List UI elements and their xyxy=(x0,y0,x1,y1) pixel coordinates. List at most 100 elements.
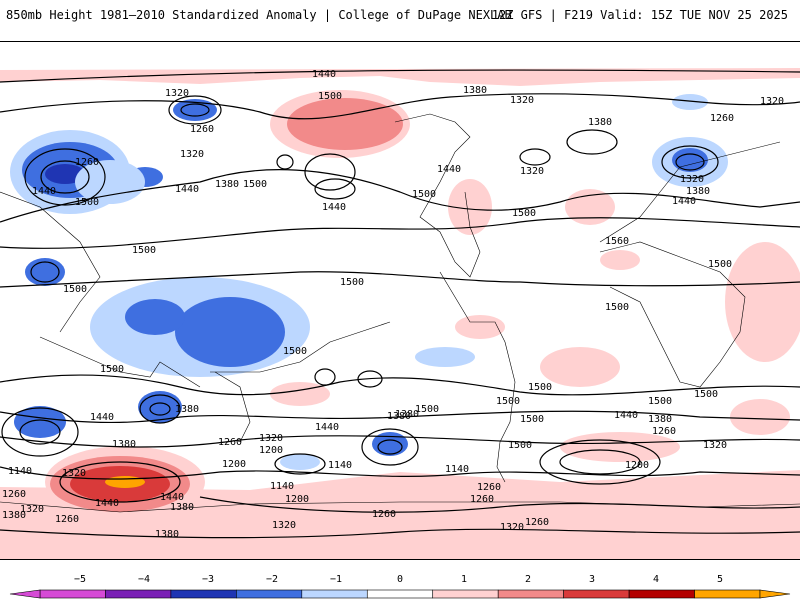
height-contour xyxy=(199,496,800,513)
contour-label: 1440 xyxy=(90,412,114,423)
positive-anomaly-area xyxy=(287,98,403,150)
height-contour xyxy=(519,148,551,166)
colorbar-segment xyxy=(39,589,106,599)
contour-label: 1380 xyxy=(686,186,710,197)
contour-label: 1260 xyxy=(190,124,214,135)
anomaly-map: 1440 1500 1380 1320 1320 1380 1320 1260 … xyxy=(0,68,800,559)
height-contour xyxy=(19,419,61,445)
contour-label: 1500 xyxy=(63,284,87,295)
height-contour xyxy=(0,528,800,539)
colorbar xyxy=(9,589,791,599)
contour-label: 1440 xyxy=(322,202,346,213)
positive-anomaly-area xyxy=(540,347,620,387)
contour-label: 1380 xyxy=(588,117,612,128)
height-contour xyxy=(149,402,171,416)
coastline xyxy=(210,321,391,373)
contour-label: 1320 xyxy=(20,504,44,515)
colorbar-tick-label: 3 xyxy=(588,574,596,585)
height-contour xyxy=(0,271,800,288)
colorbar-segment xyxy=(236,589,303,599)
colorbar-tick-label: 0 xyxy=(396,574,404,585)
contour-label: 1500 xyxy=(648,396,672,407)
negative-anomaly-area xyxy=(14,406,66,438)
contour-label: 1500 xyxy=(283,346,307,357)
colorbar-right-arrow xyxy=(759,589,791,599)
height-contour xyxy=(139,394,181,424)
header: 850mb Height 1981–2010 Standardized Anom… xyxy=(0,0,800,30)
contour-label: 1500 xyxy=(694,389,718,400)
colorbar-legend: −5 −4 −3 −2 −1 0 1 2 3 4 5 xyxy=(0,560,800,600)
contour-label: 1320 xyxy=(500,522,524,533)
contour-label: 1260 xyxy=(55,514,79,525)
contour-label: 1320 xyxy=(510,95,534,106)
colorbar-segment xyxy=(170,589,237,599)
height-contour xyxy=(0,93,800,120)
colorbar-tick-label: 2 xyxy=(524,574,532,585)
contour-label: 1140 xyxy=(8,466,32,477)
positive-anomaly-area xyxy=(448,179,492,235)
negative-anomaly-area xyxy=(75,160,145,204)
contour-label: 1560 xyxy=(605,236,629,247)
negative-anomaly-area xyxy=(175,297,285,367)
colorbar-segment xyxy=(366,589,434,599)
contour-label: 1320 xyxy=(680,174,704,185)
contour-label: 1500 xyxy=(708,259,732,270)
coastline xyxy=(599,141,781,243)
positive-anomaly-area xyxy=(565,189,615,225)
positive-anomaly-area xyxy=(270,382,330,406)
colorbar-tick-label: −5 xyxy=(73,574,87,585)
contour-label: 1140 xyxy=(328,460,352,471)
contour-label: 1140 xyxy=(270,481,294,492)
height-contour xyxy=(661,145,719,179)
positive-anomaly-area xyxy=(600,250,640,270)
contour-label: 1320 xyxy=(760,96,784,107)
model-run-info: 12Z GFS | F219 Valid: 15Z TUE NOV 25 202… xyxy=(491,8,788,22)
contour-label: 1380 xyxy=(648,414,672,425)
contour-label: 1500 xyxy=(243,179,267,190)
height-contour xyxy=(0,169,800,223)
colorbar-tick-label: 5 xyxy=(716,574,724,585)
map-panel: 1440 1500 1380 1320 1320 1380 1320 1260 … xyxy=(0,41,800,560)
height-contour xyxy=(0,410,800,424)
contour-label: 1320 xyxy=(165,88,189,99)
contour-label: 1260 xyxy=(2,489,26,500)
contour-label: 1500 xyxy=(512,208,536,219)
height-contour xyxy=(539,439,661,485)
height-contour xyxy=(377,439,403,455)
positive-anomaly-area xyxy=(0,68,800,86)
contour-label: 1380 xyxy=(463,85,487,96)
colorbar-tick-label: 4 xyxy=(652,574,660,585)
height-contour xyxy=(566,129,618,155)
height-contours xyxy=(0,69,800,539)
coastline xyxy=(0,191,101,333)
positive-anomaly-area xyxy=(455,315,505,339)
height-contour xyxy=(0,466,800,480)
contour-label: 1260 xyxy=(710,113,734,124)
positive-anomaly-area xyxy=(560,432,680,462)
negative-anomaly-area xyxy=(280,454,320,470)
negative-anomaly-area xyxy=(672,148,708,172)
negative-anomaly-area xyxy=(672,94,708,110)
height-contour xyxy=(1,407,79,457)
contour-label: 1260 xyxy=(372,509,396,520)
positive-anomaly-area xyxy=(730,399,790,435)
negative-anomaly-area xyxy=(372,432,408,456)
height-contour xyxy=(274,453,326,475)
contour-label: 1440 xyxy=(95,498,119,509)
contour-label: 1440 xyxy=(32,186,56,197)
height-contour xyxy=(0,435,800,448)
height-contour xyxy=(559,449,641,475)
negative-anomaly-area xyxy=(125,299,185,335)
contour-label: 1380 xyxy=(170,502,194,513)
height-contour xyxy=(168,95,222,125)
contour-label: 1500 xyxy=(520,414,544,425)
contour-label: 1320 xyxy=(62,468,86,479)
contour-label: 1260 xyxy=(75,157,99,168)
colorbar-segment xyxy=(628,589,695,599)
coastline xyxy=(39,336,201,388)
height-contour xyxy=(314,178,356,200)
coastline xyxy=(439,271,516,483)
contour-label: 1200 xyxy=(259,445,283,456)
colorbar-tick-label: −3 xyxy=(201,574,215,585)
contour-label: 1200 xyxy=(285,494,309,505)
